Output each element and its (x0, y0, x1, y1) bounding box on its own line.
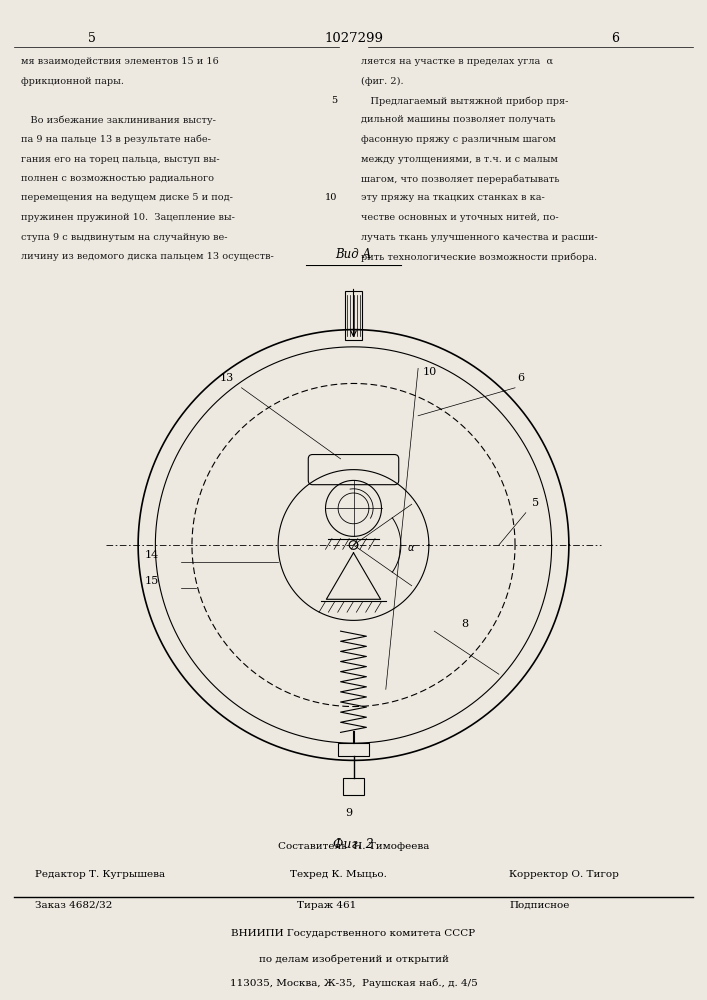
Text: 5: 5 (331, 96, 337, 105)
Text: между утолщениями, в т.ч. и с малым: между утолщениями, в т.ч. и с малым (361, 155, 557, 164)
Text: 13: 13 (220, 373, 234, 383)
Text: честве основных и уточных нитей, по-: честве основных и уточных нитей, по- (361, 213, 559, 222)
Text: ВНИИПИ Государственного комитета СССР: ВНИИПИ Государственного комитета СССР (231, 929, 476, 938)
Text: мя взаимодействия элементов 15 и 16: мя взаимодействия элементов 15 и 16 (21, 57, 219, 66)
FancyBboxPatch shape (308, 455, 399, 485)
Text: Заказ 4682/32: Заказ 4682/32 (35, 901, 112, 910)
Text: 10: 10 (325, 194, 337, 202)
Bar (343, 778, 364, 795)
Text: шагом, что позволяет перерабатывать: шагом, что позволяет перерабатывать (361, 174, 559, 184)
Text: 6: 6 (518, 373, 525, 383)
Text: (фиг. 2).: (фиг. 2). (361, 77, 403, 86)
Text: дильной машины позволяет получать: дильной машины позволяет получать (361, 115, 555, 124)
Text: па 9 на пальце 13 в результате набе-: па 9 на пальце 13 в результате набе- (21, 135, 211, 144)
Text: 8: 8 (461, 619, 468, 629)
Text: 14: 14 (144, 550, 159, 560)
Text: по делам изобретений и открытий: по делам изобретений и открытий (259, 954, 448, 964)
Text: ступа 9 с выдвинутым на случайную ве-: ступа 9 с выдвинутым на случайную ве- (21, 232, 228, 241)
Text: 9: 9 (345, 808, 352, 818)
Text: Вид А: Вид А (335, 248, 372, 261)
Text: Фиг. 2: Фиг. 2 (333, 838, 374, 851)
Text: фрикционной пары.: фрикционной пары. (21, 77, 124, 86)
Text: Предлагаемый вытяжной прибор пря-: Предлагаемый вытяжной прибор пря- (361, 96, 568, 106)
Text: гания его на торец пальца, выступ вы-: гания его на торец пальца, выступ вы- (21, 155, 220, 164)
Text: полнен с возможностью радиального: полнен с возможностью радиального (21, 174, 214, 183)
Text: 1027299: 1027299 (324, 32, 383, 45)
Text: 10: 10 (422, 367, 437, 377)
Text: 5: 5 (88, 32, 96, 45)
Text: Техред К. Мыцьо.: Техред К. Мыцьо. (290, 870, 387, 879)
Text: перемещения на ведущем диске 5 и под-: перемещения на ведущем диске 5 и под- (21, 194, 233, 202)
Text: α: α (407, 543, 414, 553)
Text: Во избежание заклинивания высту-: Во избежание заклинивания высту- (21, 115, 216, 125)
Text: эту пряжу на ткацких станках в ка-: эту пряжу на ткацких станках в ка- (361, 194, 544, 202)
Text: Составитель  Н. Тимофеева: Составитель Н. Тимофеева (278, 842, 429, 851)
Bar (345, 291, 362, 340)
Text: Подписное: Подписное (509, 901, 569, 910)
Bar (339, 743, 368, 756)
Text: 5: 5 (532, 498, 539, 508)
Text: Редактор Т. Кугрышева: Редактор Т. Кугрышева (35, 870, 165, 879)
Text: лучать ткань улучшенного качества и расши-: лучать ткань улучшенного качества и расш… (361, 232, 597, 241)
Text: 113035, Москва, Ж-35,  Раушская наб., д. 4/5: 113035, Москва, Ж-35, Раушская наб., д. … (230, 979, 477, 988)
Text: Тираж 461: Тираж 461 (297, 901, 356, 910)
Text: пружинен пружиной 10.  Зацепление вы-: пружинен пружиной 10. Зацепление вы- (21, 213, 235, 222)
Text: ляется на участке в пределах угла  α: ляется на участке в пределах угла α (361, 57, 553, 66)
Text: личину из ведомого диска пальцем 13 осуществ-: личину из ведомого диска пальцем 13 осущ… (21, 252, 274, 261)
Text: рить технологические возможности прибора.: рить технологические возможности прибора… (361, 252, 597, 261)
Text: 6: 6 (611, 32, 619, 45)
Text: Корректор О. Тигор: Корректор О. Тигор (509, 870, 619, 879)
Text: 15: 15 (144, 576, 159, 586)
Text: фасонную пряжу с различным шагом: фасонную пряжу с различным шагом (361, 135, 556, 144)
